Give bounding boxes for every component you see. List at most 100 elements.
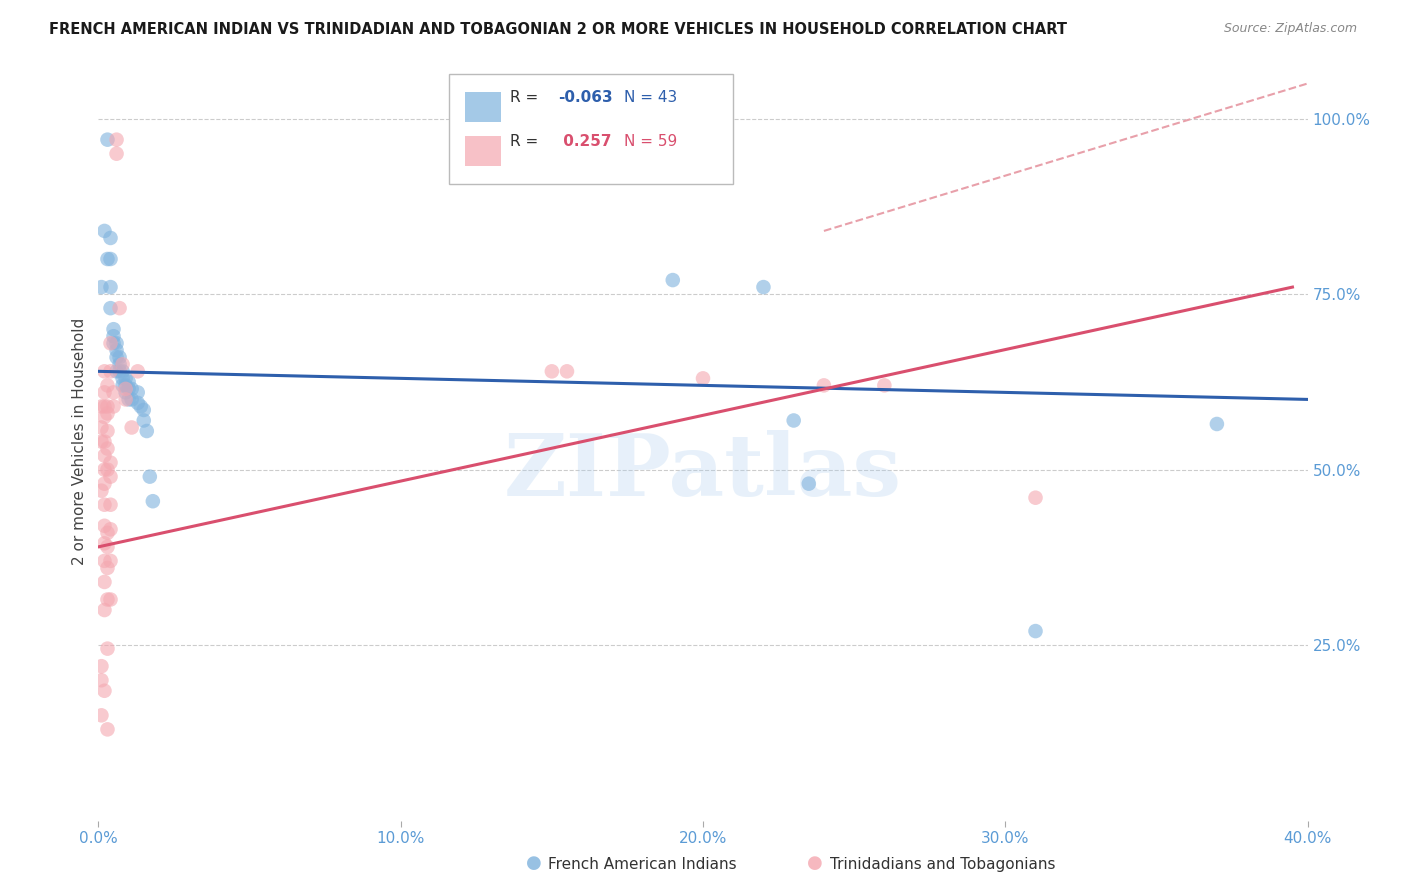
Text: N = 59: N = 59: [624, 135, 678, 150]
Point: [93, 603, 115, 617]
Point: [96, 540, 118, 554]
Point: [121, 392, 143, 407]
Point: [127, 364, 149, 378]
Point: [100, 280, 122, 294]
Text: French American Indians: French American Indians: [548, 857, 737, 872]
Point: [692, 371, 714, 385]
Point: [96, 723, 118, 737]
Point: [96, 592, 118, 607]
Point: [100, 592, 122, 607]
Point: [555, 364, 578, 378]
Point: [100, 554, 122, 568]
Point: [114, 392, 136, 407]
Point: [1024, 491, 1046, 505]
Point: [96, 400, 118, 414]
Point: [103, 400, 125, 414]
Point: [121, 420, 143, 434]
Point: [1024, 624, 1046, 639]
Point: [100, 231, 122, 245]
Point: [114, 378, 136, 392]
Point: [797, 476, 820, 491]
Point: [100, 336, 122, 351]
Point: [752, 280, 775, 294]
Point: [96, 641, 118, 656]
Point: [90, 400, 112, 414]
Text: N = 43: N = 43: [624, 90, 678, 105]
Point: [100, 522, 122, 536]
Text: 0.257: 0.257: [558, 135, 612, 150]
Point: [108, 351, 131, 365]
Text: ●: ●: [807, 855, 823, 872]
Point: [783, 413, 806, 427]
Point: [1206, 417, 1229, 431]
Text: Trinidadians and Tobagonians: Trinidadians and Tobagonians: [830, 857, 1054, 872]
Point: [661, 273, 683, 287]
Text: R =: R =: [509, 135, 543, 150]
Point: [100, 301, 122, 315]
Point: [93, 385, 115, 400]
Point: [114, 371, 136, 385]
Point: [90, 708, 112, 723]
Point: [103, 385, 125, 400]
Point: [96, 462, 118, 476]
Point: [96, 407, 118, 421]
Point: [90, 420, 112, 434]
Point: [93, 434, 115, 449]
Point: [93, 400, 115, 414]
Point: [96, 561, 118, 575]
Text: FRENCH AMERICAN INDIAN VS TRINIDADIAN AND TOBAGONIAN 2 OR MORE VEHICLES IN HOUSE: FRENCH AMERICAN INDIAN VS TRINIDADIAN AN…: [49, 22, 1067, 37]
Point: [90, 659, 112, 673]
Point: [103, 329, 125, 343]
Point: [93, 476, 115, 491]
Y-axis label: 2 or more Vehicles in Household: 2 or more Vehicles in Household: [72, 318, 87, 566]
Point: [105, 146, 128, 161]
Point: [873, 378, 896, 392]
Point: [139, 469, 162, 483]
FancyBboxPatch shape: [465, 136, 501, 166]
Point: [100, 364, 122, 378]
Point: [90, 434, 112, 449]
FancyBboxPatch shape: [465, 92, 501, 122]
Point: [108, 364, 131, 378]
Text: R =: R =: [509, 90, 543, 105]
Point: [118, 375, 141, 389]
Point: [540, 364, 562, 378]
Point: [114, 382, 136, 396]
Point: [118, 382, 141, 396]
Point: [100, 252, 122, 266]
FancyBboxPatch shape: [449, 74, 734, 184]
Point: [90, 483, 112, 498]
Text: -0.063: -0.063: [558, 90, 613, 105]
Point: [90, 280, 112, 294]
Point: [96, 378, 118, 392]
Point: [142, 494, 165, 508]
Point: [96, 133, 118, 147]
Point: [121, 382, 143, 396]
Point: [129, 400, 152, 414]
Point: [96, 424, 118, 438]
Point: [93, 449, 115, 463]
Point: [100, 469, 122, 483]
Point: [127, 396, 149, 410]
Point: [93, 554, 115, 568]
Point: [105, 336, 128, 351]
Point: [93, 224, 115, 238]
Point: [105, 351, 128, 365]
Point: [108, 357, 131, 371]
Point: [103, 322, 125, 336]
Point: [93, 462, 115, 476]
Point: [132, 403, 155, 417]
Point: [108, 301, 131, 315]
Point: [105, 343, 128, 358]
Point: [93, 498, 115, 512]
Point: [90, 673, 112, 688]
Point: [93, 683, 115, 698]
Point: [118, 392, 141, 407]
Text: Source: ZipAtlas.com: Source: ZipAtlas.com: [1223, 22, 1357, 36]
Point: [111, 357, 134, 371]
Point: [111, 371, 134, 385]
Point: [93, 364, 115, 378]
Point: [96, 525, 118, 540]
Point: [93, 409, 115, 424]
Point: [100, 456, 122, 470]
